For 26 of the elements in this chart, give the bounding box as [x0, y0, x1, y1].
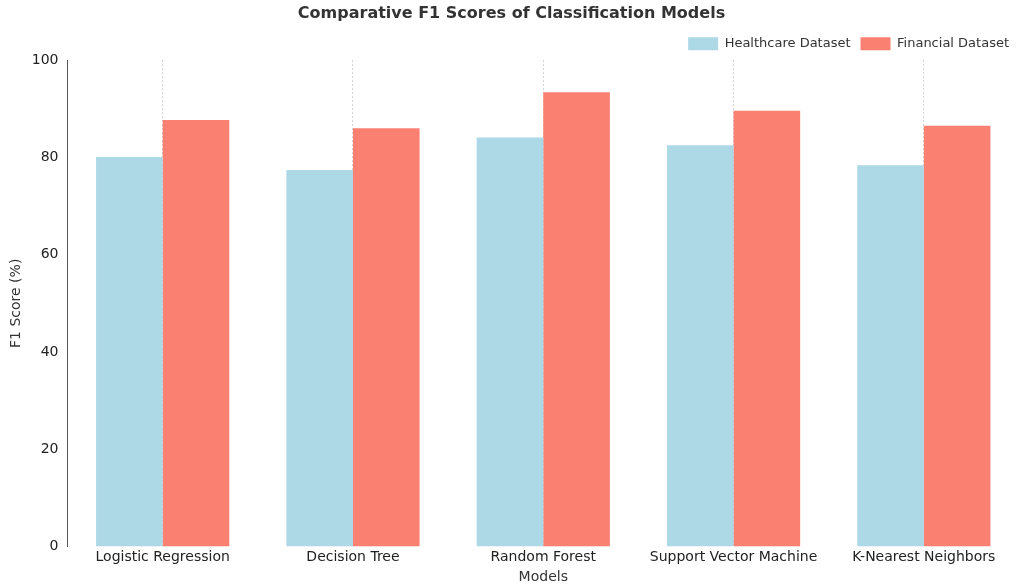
bar: [162, 120, 230, 547]
y-axis-title: F1 Score (%): [7, 258, 24, 348]
bar: [543, 92, 610, 547]
x-tick-label: Decision Tree: [306, 548, 400, 565]
x-tick-label: Support Vector Machine: [649, 548, 818, 565]
bar: [96, 156, 163, 547]
x-tick-label: Logistic Regression: [95, 548, 230, 565]
legend-label: Financial Dataset: [897, 35, 1009, 51]
y-tick-label: 100: [31, 50, 59, 67]
y-tick-label: 60: [40, 245, 59, 262]
x-tick-label: Random Forest: [490, 548, 597, 565]
chart-title: Comparative F1 Scores of Classification Models: [297, 2, 726, 22]
bar: [476, 137, 544, 547]
bar: [733, 110, 801, 547]
y-tick-label: 80: [40, 148, 59, 165]
bar: [666, 145, 734, 547]
bar: [923, 125, 991, 547]
bar: [286, 170, 353, 547]
legend-label: Healthcare Dataset: [724, 35, 851, 51]
bar: [857, 165, 924, 547]
y-tick-label: 0: [49, 537, 59, 554]
bar: [352, 128, 420, 547]
y-tick-label: 40: [40, 342, 59, 359]
x-tick-label: K-Nearest Neighbors: [852, 548, 996, 565]
x-axis-title: Models: [518, 568, 568, 585]
y-tick-label: 20: [40, 439, 59, 456]
